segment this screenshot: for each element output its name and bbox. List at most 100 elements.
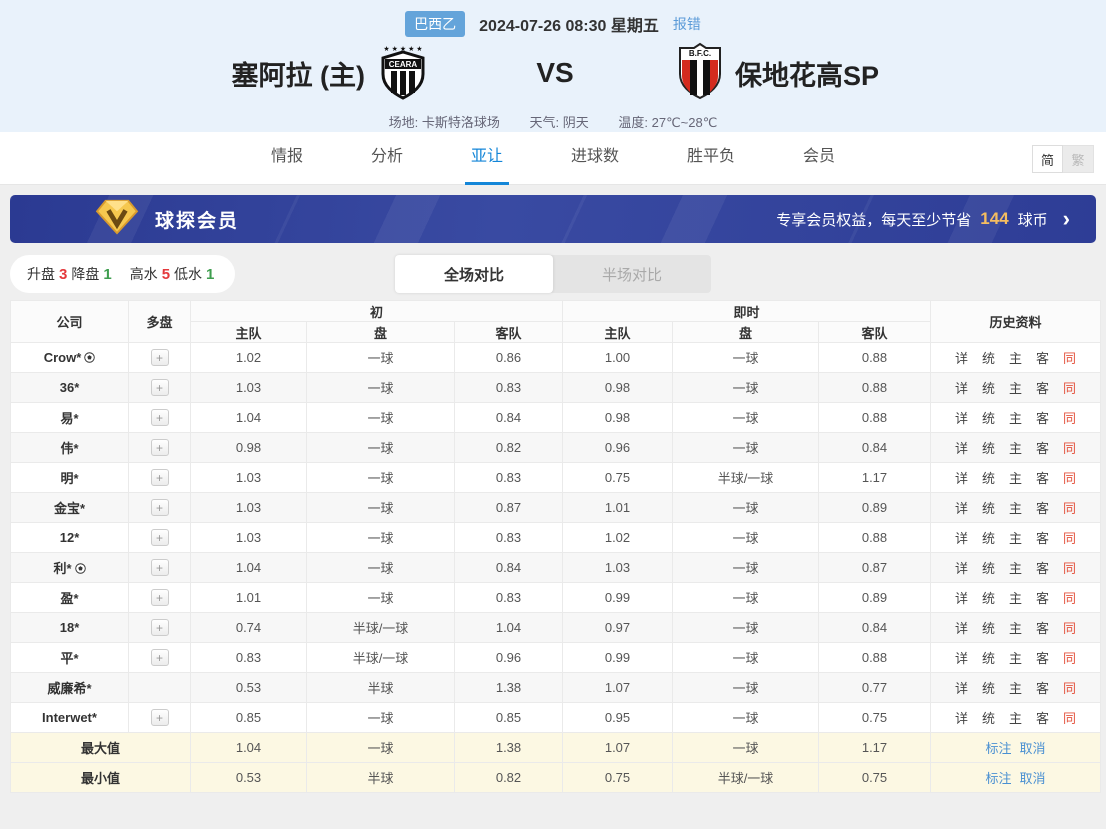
mark-link[interactable]: 标注 <box>985 771 1012 786</box>
league-badge[interactable]: 巴西乙 <box>405 11 466 37</box>
history-link-stats[interactable]: 统 <box>981 681 995 696</box>
nav-tab-情报[interactable]: 情报 <box>270 147 303 165</box>
history-link-same[interactable]: 同 <box>1063 711 1077 726</box>
history-link-home[interactable]: 主 <box>1009 501 1023 516</box>
history-link-same[interactable]: 同 <box>1063 411 1077 426</box>
expand-multi-odds-button[interactable]: + <box>150 469 169 486</box>
history-link-home[interactable]: 主 <box>1009 621 1023 636</box>
nav-tab-进球数[interactable]: 进球数 <box>571 147 620 165</box>
expand-multi-odds-button[interactable]: + <box>150 409 169 426</box>
history-link-detail[interactable]: 详 <box>954 591 968 606</box>
history-link-home[interactable]: 主 <box>1009 381 1023 396</box>
history-link-away[interactable]: 客 <box>1036 381 1050 396</box>
history-link-detail[interactable]: 详 <box>954 501 968 516</box>
history-link-home[interactable]: 主 <box>1009 711 1023 726</box>
expand-multi-odds-button[interactable]: + <box>150 589 169 606</box>
history-link-same[interactable]: 同 <box>1063 681 1077 696</box>
history-link-home[interactable]: 主 <box>1009 681 1023 696</box>
history-link-stats[interactable]: 统 <box>981 441 995 456</box>
history-link-away[interactable]: 客 <box>1036 531 1050 546</box>
home-team: 塞阿拉 (主) ★ ★ ★ ★ ★ CEARA <box>0 42 495 105</box>
expand-multi-odds-button[interactable]: + <box>150 559 169 576</box>
nav-tab-分析[interactable]: 分析 <box>370 147 403 165</box>
history-link-away[interactable]: 客 <box>1036 411 1050 426</box>
history-link-detail[interactable]: 详 <box>954 471 968 486</box>
full-match-compare-button[interactable]: 全场对比 <box>395 255 553 293</box>
expand-multi-odds-button[interactable]: + <box>150 619 169 636</box>
history-link-stats[interactable]: 统 <box>981 621 995 636</box>
history-link-home[interactable]: 主 <box>1009 471 1023 486</box>
history-link-detail[interactable]: 详 <box>954 441 968 456</box>
history-link-same[interactable]: 同 <box>1063 471 1077 486</box>
history-link-detail[interactable]: 详 <box>954 621 968 636</box>
history-link-stats[interactable]: 统 <box>981 351 995 366</box>
history-link-stats[interactable]: 统 <box>981 711 995 726</box>
history-link-stats[interactable]: 统 <box>981 381 995 396</box>
history-link-stats[interactable]: 统 <box>981 651 995 666</box>
history-link-stats[interactable]: 统 <box>981 501 995 516</box>
history-link-same[interactable]: 同 <box>1063 561 1077 576</box>
history-link-home[interactable]: 主 <box>1009 441 1023 456</box>
expand-multi-odds-button[interactable]: + <box>150 529 169 546</box>
history-link-home[interactable]: 主 <box>1009 561 1023 576</box>
history-link-away[interactable]: 客 <box>1036 621 1050 636</box>
odds-value: 一球 <box>672 522 819 553</box>
odds-value: 半球 <box>306 672 455 703</box>
expand-multi-odds-button[interactable]: + <box>150 649 169 666</box>
history-link-same[interactable]: 同 <box>1063 621 1077 636</box>
history-link-same[interactable]: 同 <box>1063 531 1077 546</box>
history-link-home[interactable]: 主 <box>1009 411 1023 426</box>
history-link-away[interactable]: 客 <box>1036 351 1050 366</box>
history-link-same[interactable]: 同 <box>1063 591 1077 606</box>
expand-multi-odds-button[interactable]: + <box>150 439 169 456</box>
vip-banner[interactable]: 球探会员 专享会员权益，每天至少节省 144 球币 › <box>10 195 1096 243</box>
history-link-same[interactable]: 同 <box>1063 441 1077 456</box>
history-link-away[interactable]: 客 <box>1036 651 1050 666</box>
history-link-away[interactable]: 客 <box>1036 591 1050 606</box>
history-link-away[interactable]: 客 <box>1036 441 1050 456</box>
history-link-away[interactable]: 客 <box>1036 471 1050 486</box>
history-link-stats[interactable]: 统 <box>981 411 995 426</box>
history-link-home[interactable]: 主 <box>1009 591 1023 606</box>
lang-simplified-button[interactable]: 简 <box>1032 145 1063 173</box>
history-link-stats[interactable]: 统 <box>981 591 995 606</box>
history-link-home[interactable]: 主 <box>1009 651 1023 666</box>
expand-multi-odds-button[interactable]: + <box>150 349 169 366</box>
history-link-detail[interactable]: 详 <box>954 381 968 396</box>
nav-tab-亚让[interactable]: 亚让 <box>464 132 510 185</box>
summary-links: 标注 取消 <box>930 762 1102 793</box>
history-link-stats[interactable]: 统 <box>981 531 995 546</box>
cancel-link[interactable]: 取消 <box>1019 771 1046 786</box>
history-link-away[interactable]: 客 <box>1036 711 1050 726</box>
report-error-link[interactable]: 报错 <box>672 16 701 32</box>
lang-traditional-button[interactable]: 繁 <box>1063 145 1094 173</box>
history-link-detail[interactable]: 详 <box>954 531 968 546</box>
history-link-same[interactable]: 同 <box>1063 501 1077 516</box>
nav-tab-会员[interactable]: 会员 <box>803 147 836 165</box>
expand-multi-odds-button[interactable]: + <box>150 709 169 726</box>
history-link-same[interactable]: 同 <box>1063 381 1077 396</box>
history-link-away[interactable]: 客 <box>1036 501 1050 516</box>
history-link-away[interactable]: 客 <box>1036 681 1050 696</box>
history-link-detail[interactable]: 详 <box>954 711 968 726</box>
odds-value: 1.38 <box>454 732 563 763</box>
history-link-detail[interactable]: 详 <box>954 681 968 696</box>
expand-multi-odds-button[interactable]: + <box>150 379 169 396</box>
history-link-detail[interactable]: 详 <box>954 561 968 576</box>
nav-tab-胜平负[interactable]: 胜平负 <box>687 147 736 165</box>
mark-link[interactable]: 标注 <box>985 741 1012 756</box>
cancel-link[interactable]: 取消 <box>1019 741 1046 756</box>
history-links: 详统主客同 <box>930 702 1102 733</box>
history-link-detail[interactable]: 详 <box>954 351 968 366</box>
history-link-stats[interactable]: 统 <box>981 561 995 576</box>
history-link-same[interactable]: 同 <box>1063 351 1077 366</box>
history-link-home[interactable]: 主 <box>1009 531 1023 546</box>
half-match-compare-button[interactable]: 半场对比 <box>601 266 662 284</box>
history-link-home[interactable]: 主 <box>1009 351 1023 366</box>
history-link-stats[interactable]: 统 <box>981 471 995 486</box>
history-link-away[interactable]: 客 <box>1036 561 1050 576</box>
history-link-same[interactable]: 同 <box>1063 651 1077 666</box>
history-link-detail[interactable]: 详 <box>954 651 968 666</box>
history-link-detail[interactable]: 详 <box>954 411 968 426</box>
expand-multi-odds-button[interactable]: + <box>150 499 169 516</box>
